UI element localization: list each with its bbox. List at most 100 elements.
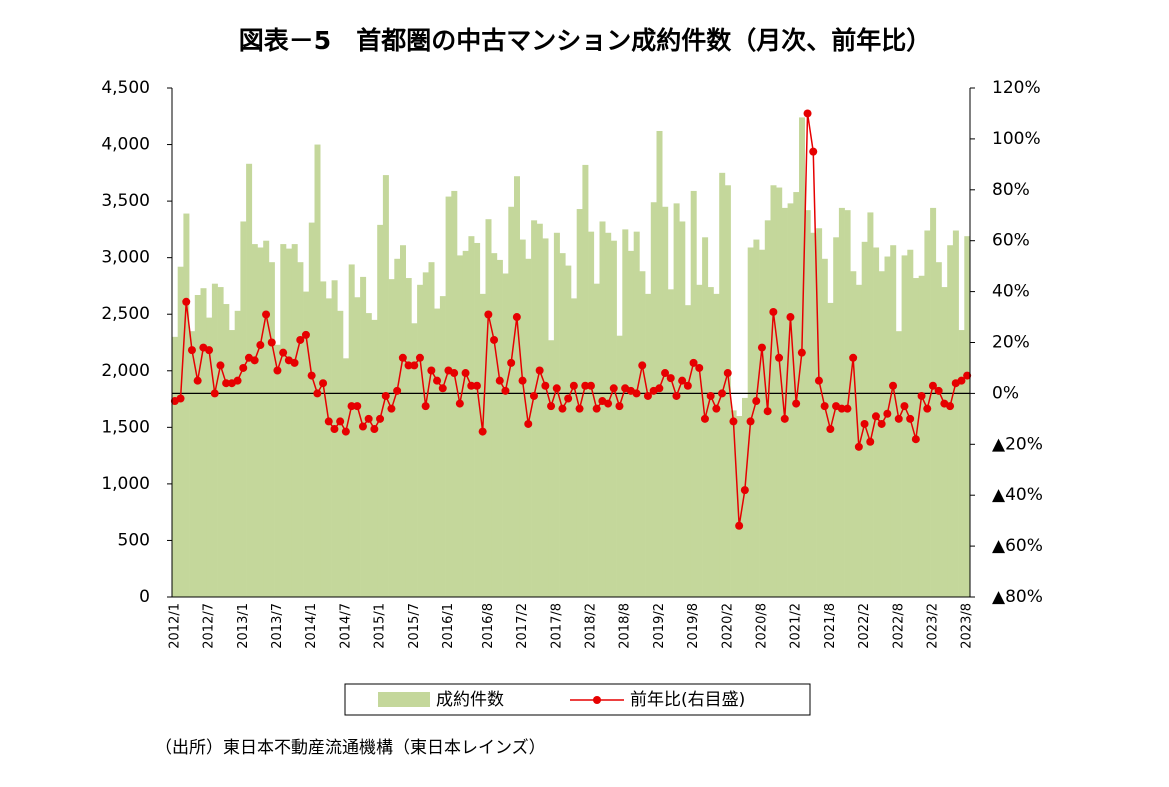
marker (946, 402, 955, 411)
bar (605, 232, 612, 597)
marker (780, 414, 789, 423)
bar (685, 305, 691, 597)
marker (353, 402, 362, 411)
bar (759, 249, 766, 597)
bar (303, 291, 310, 597)
marker (632, 389, 641, 398)
bar (531, 220, 538, 597)
x-tick-label: 2015/7 (407, 603, 422, 649)
x-tick-label: 2023/2 (925, 603, 940, 649)
bar (485, 219, 492, 597)
bar (229, 330, 235, 597)
y2-tick-label: 20% (992, 333, 1030, 353)
marker (883, 409, 892, 418)
bar (650, 202, 657, 597)
marker (484, 310, 493, 319)
marker (718, 389, 727, 398)
marker (330, 425, 339, 434)
x-tick-label: 2021/2 (789, 603, 804, 649)
bar (331, 280, 338, 597)
bar (371, 319, 378, 597)
bar (559, 253, 566, 598)
bar (787, 203, 794, 597)
bar (206, 317, 213, 597)
bar (280, 244, 287, 598)
marker (472, 381, 481, 390)
legend-label: 前年比(右目盛) (630, 690, 745, 710)
x-tick-label: 2012/1 (167, 603, 182, 649)
source: （出所）東日本不動産流通機構（東日本レインズ） (155, 738, 546, 758)
x-tick-label: 2012/7 (202, 603, 217, 649)
bar (445, 196, 452, 597)
bar (736, 416, 743, 597)
bar (565, 265, 572, 597)
marker (923, 404, 932, 413)
x-tick-label: 2017/2 (515, 603, 530, 649)
marker (661, 369, 670, 378)
bar (662, 206, 669, 597)
bar (593, 283, 600, 597)
x-tick-label: 2023/8 (960, 603, 975, 649)
marker (541, 381, 550, 390)
bar (428, 262, 435, 597)
marker (678, 376, 687, 385)
legend-label: 成約件数 (436, 690, 504, 710)
marker (889, 381, 898, 390)
bar (417, 284, 424, 597)
marker (917, 391, 926, 400)
marker (262, 310, 271, 319)
bar (177, 266, 184, 597)
x-tick-label: 2014/7 (338, 603, 353, 649)
marker (324, 417, 333, 426)
y2-tick-label: 100% (992, 129, 1041, 149)
bar (827, 302, 834, 597)
marker (376, 414, 385, 423)
marker (210, 389, 219, 398)
legend-marker (593, 696, 601, 704)
bar (400, 245, 406, 598)
marker (586, 381, 595, 390)
marker (900, 402, 909, 411)
marker (746, 417, 755, 426)
marker (507, 358, 516, 367)
chart-title: 図表－5 首都圏の中古マンション成約件数（月次、前年比） (239, 26, 931, 55)
bar (360, 276, 367, 597)
marker (524, 419, 533, 428)
bar (645, 293, 652, 597)
bar (713, 293, 720, 597)
bar (194, 294, 201, 597)
bar (337, 310, 344, 597)
bar (696, 284, 703, 597)
bar (553, 232, 560, 597)
bar (496, 259, 503, 597)
bar (519, 239, 526, 597)
x-tick-label: 2016/8 (481, 603, 496, 649)
marker (963, 371, 972, 380)
bar (941, 287, 948, 597)
bar (314, 144, 321, 598)
y-tick-label: 4,500 (101, 78, 150, 98)
marker (826, 425, 835, 434)
marker (501, 386, 510, 395)
marker (706, 391, 715, 400)
marker (558, 404, 567, 413)
bar (542, 238, 549, 597)
marker (187, 346, 196, 355)
marker (740, 486, 749, 495)
x-tick-label: 2020/2 (720, 603, 735, 649)
marker (358, 422, 367, 431)
bar (930, 207, 937, 598)
marker (695, 363, 704, 372)
bar (599, 221, 606, 597)
bar (246, 163, 253, 598)
y2-tick-label: 60% (992, 231, 1030, 251)
bar (770, 185, 777, 597)
bar (508, 206, 515, 597)
marker (490, 335, 499, 344)
y-tick-label: 1,000 (101, 474, 150, 494)
bar (622, 229, 629, 597)
bar (405, 278, 412, 597)
x-tick-label: 2022/8 (891, 603, 906, 649)
marker (495, 376, 504, 385)
marker (928, 381, 937, 390)
